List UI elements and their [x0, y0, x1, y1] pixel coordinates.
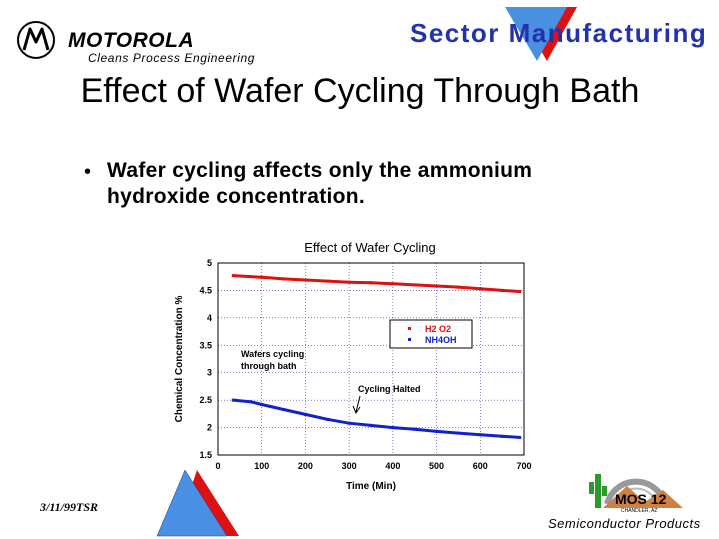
x-tick-label: 600 — [473, 461, 488, 471]
x-tick-label: 400 — [385, 461, 400, 471]
legend-swatch-h2o2 — [408, 327, 411, 330]
data-point — [413, 283, 417, 287]
chart-series — [231, 274, 522, 439]
bullet-icon: • — [84, 161, 92, 183]
y-tick-label: 2 — [207, 423, 212, 433]
y-axis-label: Chemical Concentration % — [174, 296, 185, 423]
data-point — [391, 282, 395, 286]
division-name: Semiconductor Products — [548, 516, 701, 531]
legend-label-nh4oh: NH4OH — [425, 335, 457, 345]
data-point — [435, 429, 439, 433]
data-point — [478, 433, 482, 437]
data-point — [282, 277, 286, 281]
y-tick-label: 4.5 — [199, 285, 212, 295]
data-point — [518, 290, 522, 294]
data-point — [413, 427, 417, 431]
sector-triangle-icon — [505, 7, 577, 61]
x-tick-label: 700 — [516, 461, 531, 471]
x-axis-label: Time (Min) — [346, 481, 396, 492]
y-tick-label: 1.5 — [199, 450, 212, 460]
annotation-wafers-cycling: Wafers cycling through bath — [241, 349, 304, 371]
mos12-logo-icon: MOS 12 CHANDLER, AZ — [589, 474, 683, 514]
motorola-logo-icon — [17, 21, 55, 59]
data-point — [435, 284, 439, 288]
x-tick-label: 100 — [254, 461, 269, 471]
mos-logo-subtext: CHANDLER, AZ — [621, 508, 657, 514]
data-point — [249, 400, 253, 404]
chart-legend: H2 O2 NH4OH — [389, 319, 473, 349]
legend-swatch-nh4oh — [408, 338, 411, 341]
x-tick-label: 0 — [215, 461, 220, 471]
x-tick-label: 300 — [342, 461, 357, 471]
data-point — [231, 398, 235, 402]
brand-name: MOTOROLA — [68, 29, 195, 52]
y-tick-label: 4 — [207, 313, 212, 323]
data-point — [456, 285, 460, 289]
x-tick-label: 200 — [298, 461, 313, 471]
y-tick-label: 5 — [207, 258, 212, 268]
data-point — [369, 423, 373, 427]
data-point — [500, 434, 504, 438]
chart-annotations: Wafers cycling through bath Cycling Halte… — [241, 349, 421, 415]
legend-label-h2o2: H2 O2 — [425, 324, 451, 334]
data-point — [325, 279, 329, 283]
brand-subtitle: Cleans Process Engineering — [88, 51, 256, 65]
data-point — [282, 407, 286, 411]
data-point — [260, 403, 264, 407]
annotation-arrow-icon — [352, 395, 361, 415]
chart-ticks: 0 100 200 300 400 500 600 700 1.5 2 2.5 3 3.5 4 4.5 5 — [199, 258, 531, 471]
page-title: Effect of Wafer Cycling Through Bath — [80, 72, 640, 110]
data-point — [391, 426, 395, 430]
x-tick-label: 500 — [429, 461, 444, 471]
series-line-h2o2 — [233, 274, 520, 293]
data-point — [518, 435, 522, 439]
data-point — [303, 412, 307, 416]
plot-frame — [217, 262, 525, 456]
mos-logo-text: MOS 12 — [615, 491, 667, 507]
data-point — [347, 421, 351, 425]
annotation-cycling-halted: Cycling Halted — [358, 384, 421, 394]
data-point — [500, 288, 504, 292]
data-point — [260, 275, 264, 279]
data-point — [325, 417, 329, 421]
y-tick-label: 2.5 — [199, 395, 212, 405]
data-point — [478, 287, 482, 291]
sector-heading: Sector Manufacturing — [410, 18, 708, 48]
slide-date: 3/11/99TSR — [40, 500, 99, 514]
y-tick-label: 3.5 — [199, 340, 212, 350]
data-point — [231, 274, 235, 278]
data-point — [369, 281, 373, 285]
data-point — [456, 431, 460, 435]
data-point — [303, 278, 307, 282]
data-point — [347, 280, 351, 284]
concentration-chart: Effect of Wafer Cycling 0 100 200 300 400 500… — [174, 240, 532, 492]
chart-title: Effect of Wafer Cycling — [304, 240, 436, 255]
footer-triangle-icon — [156, 469, 239, 537]
bullet-text: Wafer cycling affects only the ammonium … — [107, 159, 533, 208]
series-line-nh4oh — [233, 398, 520, 439]
y-tick-label: 3 — [207, 368, 212, 378]
